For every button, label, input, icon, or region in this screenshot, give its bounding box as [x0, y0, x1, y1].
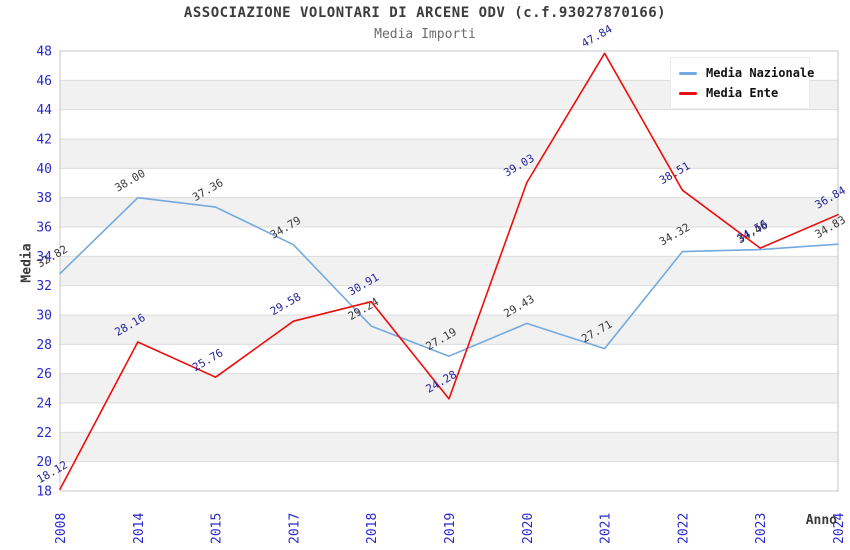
legend-label-media-nazionale: Media Nazionale — [706, 66, 815, 80]
chart-subtitle: Media Importi — [374, 27, 476, 42]
y-tick-label: 42 — [36, 133, 52, 148]
legend-label-media-ente: Media Ente — [706, 86, 779, 100]
grid-band — [60, 109, 838, 139]
y-tick-label: 22 — [36, 426, 52, 441]
y-tick-label: 24 — [36, 397, 52, 412]
series-line-media-nazionale — [59, 196, 839, 358]
y-tick-label: 36 — [36, 221, 52, 236]
y-tick-label: 34 — [36, 250, 52, 265]
x-axis-title: Anno — [805, 513, 837, 528]
x-tick-label: 2024 — [832, 513, 847, 544]
y-tick-label: 26 — [36, 367, 52, 382]
grid-band — [60, 256, 838, 286]
plot-border — [59, 50, 839, 492]
x-tick-label: 2022 — [676, 513, 691, 544]
x-tick-label: 2020 — [521, 513, 536, 544]
legend-item-media-ente: Media Ente — [677, 83, 803, 103]
x-tick-label: 2008 — [54, 513, 69, 544]
y-tick-label: 28 — [36, 338, 52, 353]
y-tick-label: 44 — [36, 103, 52, 118]
chart-title: ASSOCIAZIONE VOLONTARI DI ARCENE ODV (c.… — [183, 5, 667, 21]
y-tick-label: 46 — [36, 74, 52, 89]
x-tick-label: 2019 — [443, 513, 458, 544]
y-tick-label: 40 — [36, 162, 52, 177]
grid-band — [60, 403, 838, 433]
grid-band — [60, 461, 838, 491]
x-tick-label: 2018 — [365, 513, 380, 544]
y-tick-label: 30 — [36, 309, 52, 324]
legend: Media Nazionale Media Ente — [670, 57, 814, 109]
grid-band — [60, 432, 838, 462]
grid-band — [60, 197, 838, 227]
grid-band — [60, 285, 838, 315]
series-line-media-ente — [59, 52, 839, 491]
y-tick-label: 48 — [36, 45, 52, 60]
legend-line-swatch-icon — [679, 71, 697, 75]
y-tick-label: 20 — [36, 455, 52, 470]
grid-band — [60, 315, 838, 345]
x-tick-label: 2023 — [754, 513, 769, 544]
y-axis-title: Media — [19, 243, 35, 283]
x-tick-label: 2014 — [132, 513, 147, 544]
grid-band — [60, 227, 838, 257]
x-tick-label: 2021 — [599, 513, 614, 544]
grid-band — [60, 168, 838, 198]
y-tick-label: 38 — [36, 191, 52, 206]
grid-band — [60, 139, 838, 169]
legend-line-swatch-icon — [679, 91, 697, 95]
data-label-media-ente: 47.84 — [579, 22, 615, 50]
grid-band — [60, 344, 838, 374]
legend-item-media-nazionale: Media Nazionale — [677, 63, 814, 83]
x-tick-label: 2017 — [287, 513, 302, 544]
y-tick-label: 18 — [36, 485, 52, 500]
y-tick-label: 32 — [36, 279, 52, 294]
x-tick-label: 2015 — [210, 513, 225, 544]
